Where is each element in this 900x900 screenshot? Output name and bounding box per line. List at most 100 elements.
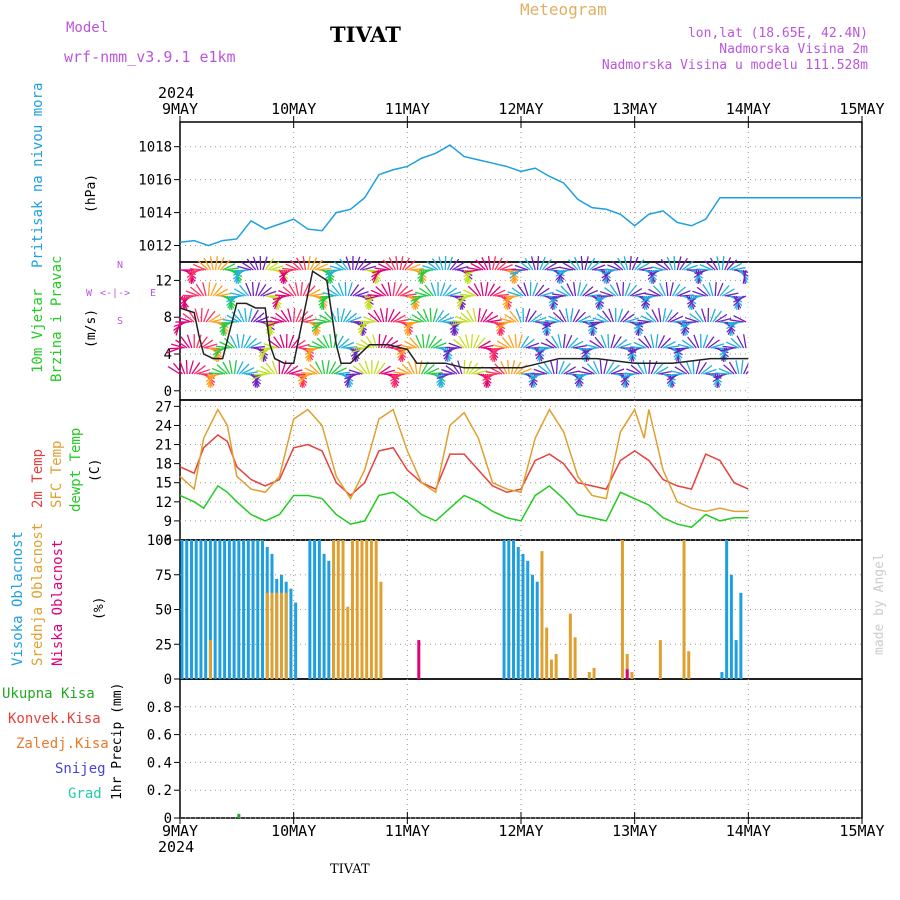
wind-barb [611,260,624,271]
wind-barb [179,360,186,375]
precip-conv-label: Konvek.Kisa [8,711,101,727]
wind-barb [570,308,574,323]
wind-barb [252,312,265,323]
wind-barb [617,308,624,323]
wind-barb [515,308,522,323]
wind-barb [675,347,690,350]
wind-barb [168,347,183,350]
wind-barb [685,317,699,323]
wind-barb [672,319,687,323]
wind-barb [492,344,507,349]
wind-barb [628,347,642,352]
wind-barb [480,282,484,297]
wind-barb [293,307,296,323]
wind-barb [283,362,293,375]
wind-barb [519,260,531,271]
wind-barb [648,359,651,375]
model-label: Model [66,20,109,36]
wind-barb [267,261,280,271]
cloud-bar-0 [213,540,217,679]
cloud-bar-0 [502,540,506,679]
cloud-bar-1 [279,592,283,679]
wind-barb [533,368,548,375]
wind-barb [354,256,361,271]
wind-barb [449,258,460,271]
wind-barb [352,287,365,297]
footer-station: TIVAT [330,862,370,877]
wind-barb [243,335,252,349]
wind-barb [180,295,195,301]
wind-barb [303,318,317,323]
wind-barb [555,359,559,375]
wind-barb [619,310,630,323]
wind-barb [424,284,434,297]
wind-barb [635,321,649,326]
wind-barb [357,258,367,271]
wind-barb [494,257,503,271]
wind-barb [516,284,527,297]
wind-barb [542,321,557,326]
wind-barb [501,337,513,349]
cloud-bar-0 [526,560,530,679]
wind-barb [572,344,587,349]
cloud-bar-1 [369,540,373,679]
wind-barb [233,360,237,375]
xtick-label-bottom: 13MAY [612,822,657,840]
wind-barb [262,256,268,271]
wind-barb [713,373,728,379]
wind-barb [216,364,228,375]
wind-barb [504,313,517,323]
wind-barb [293,339,306,349]
xtick-label-top: 15MAY [839,100,884,118]
wind-barb [227,295,242,299]
wind-barb [208,314,221,323]
wind-barb [248,308,253,323]
wind-barb [662,308,667,323]
ytick-label-precip: 0.8 [147,700,172,716]
wind-barb [581,366,595,375]
precip-snow-label: Snijeg [55,761,106,777]
wind-barb [295,257,304,271]
wind-barb [670,370,685,375]
compass-cross: <-|-> [100,288,131,299]
ytick-label-pressure: 1012 [138,239,172,255]
wind-barb [694,310,704,323]
wind-barb [443,347,458,353]
cloud-bar-0 [185,540,189,679]
wind-barb [565,370,580,375]
wind-barb [525,342,540,349]
wind-barb [294,282,300,297]
wind-barb [586,363,598,375]
wind-barb [430,282,437,297]
wind-barb [692,290,706,297]
wind-barbs [166,255,861,399]
wind-barb [464,334,470,349]
wind-barb [321,360,326,375]
wind-barb [422,265,436,271]
wind-barb [391,373,406,378]
wind-barb [378,365,391,375]
wind-barb [304,367,318,375]
wind-barb [585,344,600,349]
wind-barb [572,282,577,297]
wind-barb [279,334,285,349]
wind-barb [441,369,455,375]
wind-barb [621,373,635,379]
xtick-label-bottom: 14MAY [726,822,771,840]
wind-barb [643,335,652,349]
wind-barb [417,269,432,276]
temp-series-line-1 [179,407,749,513]
wind-barb [676,256,682,271]
wind-barb [544,262,558,271]
wind-barb [642,360,648,375]
wind-barb [715,372,730,375]
wind-barb [612,336,622,349]
wind-barb [653,363,664,375]
cloud-bar-1 [374,540,378,679]
wind-barb [699,264,714,271]
cloud-bar-1 [355,540,359,679]
wind-barb [558,360,565,375]
wind-barb [487,256,491,271]
ytick-label-cloud: 100 [147,533,172,549]
cloud-bar-0 [189,540,193,679]
